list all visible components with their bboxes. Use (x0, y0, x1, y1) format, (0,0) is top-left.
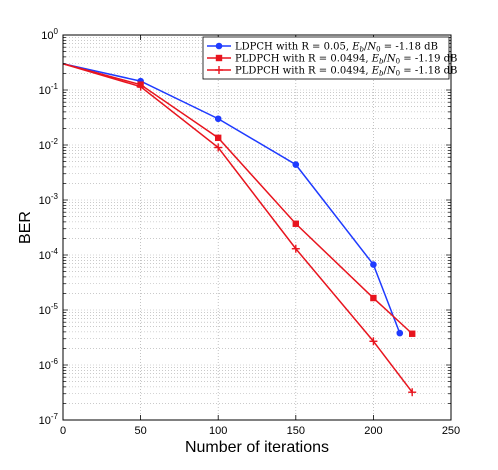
data-point (292, 220, 300, 227)
x-tick-label: 250 (442, 425, 460, 437)
legend-entry-2: PLDPCH with R = 0.0494, Eb/N0 = -1.19 dB (207, 54, 457, 66)
x-axis-label: Number of iterations (185, 439, 329, 456)
x-tick-label: 0 (60, 425, 66, 437)
y-tick-label: 10-2 (39, 137, 59, 152)
data-point (409, 330, 416, 337)
data-point (215, 42, 223, 50)
series-2 (62, 63, 416, 337)
plot-area-frame (62, 34, 452, 421)
series-line (62, 63, 413, 393)
data-point (370, 261, 377, 268)
legend-label: PLDPCH with R = 0.0494, Eb/N0 = -1.19 dB (235, 54, 457, 66)
data-point (408, 388, 417, 397)
y-tick-label: 10-1 (39, 82, 59, 97)
y-tick-label: 10-5 (39, 302, 59, 317)
y-tick-label: 100 (41, 27, 58, 42)
data-point (369, 337, 378, 346)
data-point (215, 66, 223, 74)
data-point (214, 143, 223, 152)
y-tick-label: 10-4 (39, 247, 59, 262)
series-3 (62, 63, 417, 397)
y-tick-label: 10-7 (39, 412, 59, 427)
legend-label: PLDPCH with R = 0.0494, Eb/N0 = -1.18 dB (235, 66, 457, 78)
legend: LDPCH with R = 0.05, Eb/N0 = -1.18 dBPLD… (202, 36, 457, 80)
data-point (215, 134, 222, 142)
y-tick-labels: 100 10-1 10-2 10-3 10-4 10-5 10-6 10-7 (39, 27, 59, 427)
legend-entry-1: LDPCH with R = 0.05, Eb/N0 = -1.18 dB (207, 42, 438, 54)
data-point (396, 329, 404, 337)
legend-box (202, 36, 450, 80)
legend-label: LDPCH with R = 0.05, Eb/N0 = -1.18 dB (235, 42, 438, 54)
data-point (370, 294, 377, 302)
legend-entry-3: PLDPCH with R = 0.0494, Eb/N0 = -1.18 dB (207, 66, 457, 78)
x-tick-label: 50 (134, 425, 146, 437)
series-layer (62, 63, 417, 397)
series-line (62, 63, 401, 334)
data-point (136, 82, 145, 91)
data-point (291, 244, 300, 253)
data-point (215, 54, 223, 62)
x-tick-label: 100 (209, 425, 227, 437)
x-tick-labels: 0 50 100 150 200 250 (60, 425, 460, 437)
y-tick-label: 10-6 (39, 357, 59, 372)
x-tick-label: 150 (287, 425, 305, 437)
y-axis-label: BER (17, 211, 34, 244)
y-tick-label: 10-3 (39, 192, 59, 207)
data-point (292, 161, 300, 168)
x-tick-label: 200 (364, 425, 382, 437)
data-point (214, 115, 222, 123)
tick-marks (62, 35, 452, 421)
series-line (62, 63, 413, 335)
grid (63, 35, 451, 420)
